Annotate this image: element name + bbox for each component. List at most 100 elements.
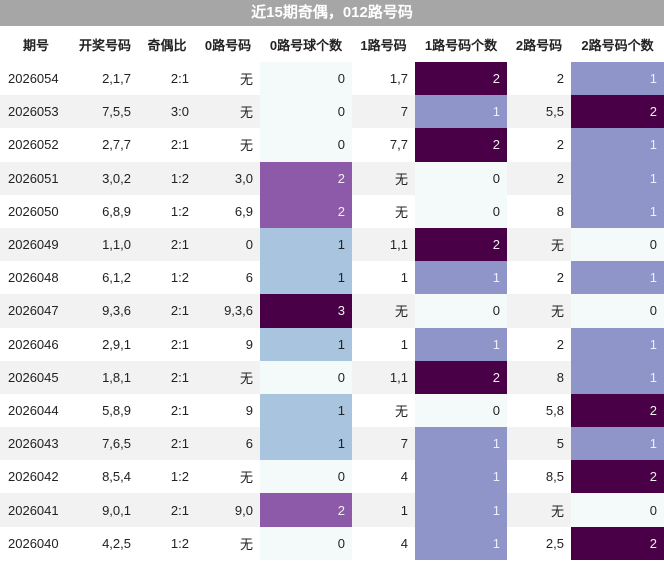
table-cell: 1:2: [170, 535, 189, 551]
table-cell: 1: [415, 261, 507, 295]
table-cell: 6,1,2: [102, 270, 131, 286]
table-cell: 4: [400, 535, 408, 551]
table-cell: 2: [260, 161, 352, 195]
table-cell: 3,0: [196, 161, 260, 195]
table-row: 2026040 4,2,5 1:2 无 0 4 1 2,5 2: [0, 526, 664, 560]
table-cell: 6,9: [234, 203, 253, 219]
table-cell: 2:1: [138, 227, 196, 262]
table-cell: 1:2: [170, 203, 189, 219]
table-cell: 1: [260, 427, 352, 461]
header-row: 期号 开奖号码 奇偶比 0路号码 0路号球个数 1路号码 1路号码个数 2路号码 2路号码个数: [0, 26, 664, 62]
table-cell: 2,9,1: [102, 336, 131, 352]
table-cell: 6,8,9: [102, 203, 131, 219]
table-cell: 1: [400, 336, 408, 352]
table-cell: 2:1: [138, 427, 196, 461]
table-row: 2026047 9,3,6 2:1 9,3,6 3 无 0 无 0: [0, 294, 664, 328]
table-cell: 无: [239, 138, 253, 154]
table-row: 2026043 7,6,5 2:1 6 1 7 1 5 1: [0, 427, 664, 461]
table-cell: 8,5: [545, 469, 564, 485]
header-cell: 0路号球个数: [269, 37, 343, 53]
table-row: 2026048 6,1,2 1:2 6 1 1 1 2 1: [0, 261, 664, 295]
table-cell: 1,8,1: [72, 360, 138, 394]
table-cell: 2026043: [0, 427, 72, 461]
table-cell: 0: [260, 360, 352, 394]
table-cell: 2:1: [170, 336, 189, 352]
table-cell: 9,0: [196, 493, 260, 527]
table-cell: 2:1: [138, 493, 196, 527]
table-row: 2026042 8,5,4 1:2 无 0 4 1 8,5 2: [0, 460, 664, 494]
table-cell: 1,1: [352, 360, 415, 394]
table-cell: 3: [260, 294, 352, 328]
table-cell: 9,3,6: [72, 294, 138, 328]
table-cell: 无: [507, 294, 571, 328]
table-cell: 2026045: [0, 360, 72, 394]
table-cell: 无: [352, 294, 415, 328]
table-cell: 2: [556, 137, 564, 153]
table-cell: 0: [571, 227, 664, 262]
table-cell: 1: [415, 460, 507, 494]
table-cell: 1:2: [170, 270, 189, 286]
table-cell: 1: [571, 194, 664, 228]
table-row: 2026053 7,5,5 3:0 无 0 7 1 5,5 2: [0, 95, 664, 129]
table-cell: 1: [571, 161, 664, 195]
table-cell: 2026052: [8, 137, 59, 153]
table-cell: 9,3,6: [196, 294, 260, 328]
table-row: 2026045 1,8,1 2:1 无 0 1,1 2 8 1: [0, 360, 664, 394]
table-cell: 2,1,7: [102, 71, 131, 87]
table-cell: 1:2: [170, 469, 189, 485]
table-cell: 2: [571, 526, 664, 560]
header-cell: 0路号码: [204, 37, 252, 53]
table-cell: 无: [394, 403, 408, 419]
table-cell: 1: [400, 270, 408, 286]
table-row: 2026044 5,8,9 2:1 9 1 无 0 5,8 2: [0, 393, 664, 428]
table-cell: 9: [245, 336, 253, 352]
table-cell: 1,7: [389, 71, 408, 87]
table-cell: 0: [260, 95, 352, 129]
table-cell: 2:1: [138, 360, 196, 394]
table-row: 2026049 1,1,0 2:1 0 1 1,1 2 无 0: [0, 227, 664, 262]
table-cell: 5,8: [545, 402, 564, 418]
table-cell: 无: [239, 536, 253, 552]
table-cell: 0: [415, 161, 507, 195]
table-cell: 1,1,0: [72, 227, 138, 262]
table-cell: 7,5,5: [72, 95, 138, 129]
table-cell: 2:1: [170, 137, 189, 153]
table-cell: 2: [415, 62, 507, 96]
table-cell: 5: [507, 427, 571, 461]
header-cell: 奇偶比: [147, 37, 187, 53]
table-cell: 2:1: [138, 294, 196, 328]
table-cell: 2026049: [0, 227, 72, 262]
table-cell: 0: [415, 194, 507, 228]
table-cell: 2026046: [8, 336, 59, 352]
table-cell: 4,2,5: [102, 535, 131, 551]
table-row: 2026046 2,9,1 2:1 9 1 1 1 2 1: [0, 327, 664, 361]
table-cell: 无: [352, 161, 415, 195]
table-cell: 1: [571, 261, 664, 295]
table-cell: 2026041: [0, 493, 72, 527]
table-cell: 2: [571, 95, 664, 129]
table-cell: 2026048: [8, 270, 59, 286]
table-row: 2026054 2,1,7 2:1 无 0 1,7 2 2 1: [0, 62, 664, 96]
table-cell: 1: [415, 327, 507, 361]
table-cell: 无: [196, 360, 260, 394]
table-cell: 6: [196, 427, 260, 461]
table-row: 2026050 6,8,9 1:2 6,9 2 无 0 8 1: [0, 194, 664, 228]
table-cell: 1: [352, 493, 415, 527]
table-cell: 8,5,4: [102, 469, 131, 485]
table-cell: 7,7: [389, 137, 408, 153]
table-cell: 2026051: [0, 161, 72, 195]
table-cell: 1: [571, 427, 664, 461]
table-cell: 7: [352, 427, 415, 461]
table-cell: 2:1: [170, 402, 189, 418]
header-cell: 1路号码: [360, 37, 407, 53]
table-row: 2026041 9,0,1 2:1 9,0 2 1 1 无 0: [0, 493, 664, 527]
table-cell: 0: [260, 460, 352, 494]
table-cell: 2: [571, 460, 664, 494]
table-cell: 2026050: [8, 203, 59, 219]
table-cell: 1,1: [352, 227, 415, 262]
table-cell: 2: [260, 194, 352, 228]
table-cell: 2: [556, 71, 564, 87]
header-cell: 期号: [22, 37, 49, 53]
table-cell: 2,5: [545, 535, 564, 551]
